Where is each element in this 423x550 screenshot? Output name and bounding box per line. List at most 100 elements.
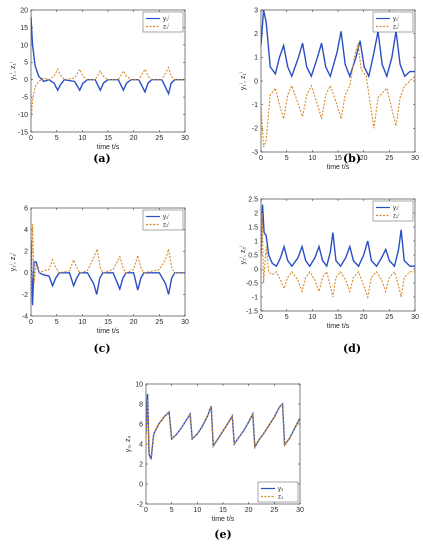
y-tick-label: 2: [139, 461, 143, 468]
x-tick-label: 5: [170, 507, 174, 514]
x-tick-label: 25: [155, 135, 163, 142]
x-tick-label: 20: [130, 135, 138, 142]
x-tick-label: 10: [308, 314, 316, 321]
legend-label: z₂ⁱ: [163, 221, 169, 229]
y-tick-label: -0.5: [246, 280, 258, 287]
legend-label: y₁ⁱ: [393, 15, 399, 23]
series-line: [261, 42, 415, 148]
legend-label: y₃: [278, 487, 284, 493]
y-tick-label: -10: [18, 112, 28, 119]
x-tick-label: 0: [29, 135, 33, 142]
x-axis-label: time t/s: [212, 516, 235, 523]
x-tick-label: 0: [259, 314, 263, 321]
x-tick-label: 20: [360, 314, 368, 321]
x-axis-label: time t/s: [97, 328, 120, 335]
y-tick-label: 0: [24, 270, 28, 277]
y-tick-label: -1: [252, 294, 258, 301]
y-tick-label: -1: [252, 102, 258, 109]
panel-caption: (a): [93, 152, 111, 165]
x-tick-label: 0: [144, 507, 148, 514]
y-tick-label: -2: [252, 126, 258, 133]
y-tick-label: 2.5: [248, 196, 258, 203]
y-tick-label: 2: [254, 210, 258, 217]
series-line: [146, 398, 300, 461]
x-tick-label: 5: [55, 135, 59, 142]
x-tick-label: 15: [334, 314, 342, 321]
y-axis-label: y₁ⁱ, z₁ⁱ: [239, 72, 247, 90]
y-tick-label: 20: [20, 7, 28, 14]
y-tick-label: 0: [24, 77, 28, 84]
legend-label: z₁ⁱ: [393, 23, 399, 31]
y-tick-label: 6: [24, 205, 28, 212]
y-axis-label: y₂ⁱ, z₂ⁱ: [239, 246, 247, 265]
y-tick-label: 0: [254, 78, 258, 85]
y-tick-label: 0: [139, 481, 143, 488]
legend-label: z₂ⁱ: [393, 212, 399, 220]
x-tick-label: 25: [385, 155, 393, 162]
x-tick-label: 5: [55, 319, 59, 326]
y-tick-label: 10: [135, 381, 143, 388]
x-tick-label: 25: [155, 319, 163, 326]
legend-label: z₃: [278, 495, 284, 501]
y-tick-label: 4: [139, 441, 143, 448]
x-tick-label: 15: [104, 135, 112, 142]
y-tick-label: 4: [24, 227, 28, 234]
y-tick-label: 1: [254, 55, 258, 62]
x-tick-label: 30: [411, 155, 419, 162]
x-axis-label: time t/s: [97, 144, 120, 151]
legend-label: y₁ⁱ: [163, 15, 169, 23]
y-tick-label: 1: [254, 238, 258, 245]
x-tick-label: 10: [78, 319, 86, 326]
x-tick-label: 20: [360, 155, 368, 162]
x-tick-label: 0: [259, 155, 263, 162]
legend-label: y₂ⁱ: [163, 213, 169, 221]
legend-label: z₁ⁱ: [163, 23, 169, 31]
x-tick-label: 30: [411, 314, 419, 321]
y-tick-label: -4: [22, 313, 28, 320]
x-tick-label: 15: [219, 507, 227, 514]
y-tick-label: 2: [254, 31, 258, 38]
x-tick-label: 10: [78, 135, 86, 142]
panel-caption: (d): [343, 342, 361, 355]
x-tick-label: 15: [334, 155, 342, 162]
y-tick-label: 1.5: [248, 224, 258, 231]
y-tick-label: 8: [139, 401, 143, 408]
x-tick-label: 5: [285, 155, 289, 162]
x-tick-label: 25: [385, 314, 393, 321]
y-axis-label: y₂ⁱ, z₂ⁱ: [9, 253, 17, 272]
x-tick-label: 30: [181, 135, 189, 142]
panel-caption: (e): [214, 528, 231, 541]
y-tick-label: 2: [24, 249, 28, 256]
x-axis-label: time t/s: [327, 323, 350, 330]
y-tick-label: -2: [22, 292, 28, 299]
x-axis-label: time t/s: [327, 164, 350, 171]
panel-caption: (b): [343, 152, 361, 165]
y-tick-label: 15: [20, 25, 28, 32]
y-axis-label: y₁ⁱ, z₁ⁱ: [9, 62, 17, 80]
series-line: [261, 204, 415, 268]
x-tick-label: 20: [245, 507, 253, 514]
panel-caption: (c): [93, 342, 110, 355]
y-tick-label: 10: [20, 42, 28, 49]
x-tick-label: 30: [296, 507, 304, 514]
x-tick-label: 25: [270, 507, 278, 514]
series-line: [31, 66, 185, 122]
x-tick-label: 15: [104, 319, 112, 326]
x-tick-label: 5: [285, 314, 289, 321]
x-tick-label: 10: [308, 155, 316, 162]
y-tick-label: 6: [139, 421, 143, 428]
x-tick-label: 20: [130, 319, 138, 326]
y-tick-label: 3: [254, 7, 258, 14]
y-tick-label: -1.5: [246, 308, 258, 315]
series-line: [261, 10, 415, 79]
y-tick-label: -3: [252, 149, 258, 156]
x-tick-label: 10: [193, 507, 201, 514]
series-line: [261, 212, 415, 300]
x-tick-label: 30: [181, 319, 189, 326]
y-axis-label: y₃, z₃: [125, 436, 132, 453]
y-tick-label: 5: [24, 60, 28, 67]
series-line: [31, 240, 185, 306]
